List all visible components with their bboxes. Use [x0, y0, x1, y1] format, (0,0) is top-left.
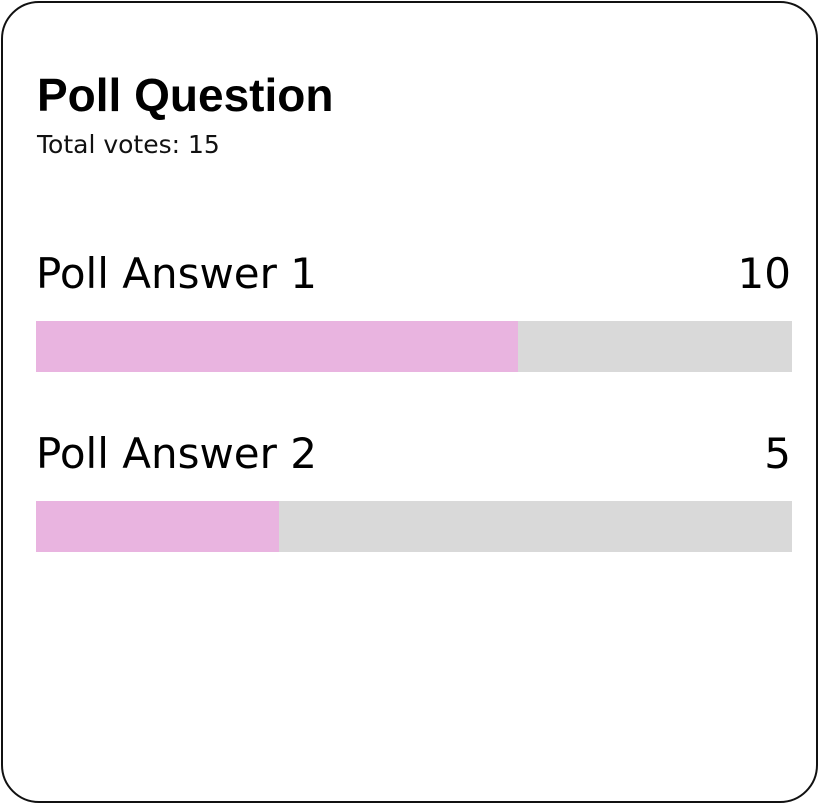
poll-answer-label[interactable]: Poll Answer 1 — [36, 249, 317, 298]
poll-answer-bar-fill — [36, 501, 279, 552]
total-votes-text: Total votes: 15 — [37, 130, 220, 159]
poll-answer-bar-track[interactable] — [36, 321, 792, 372]
poll-answer-vote-count: 10 — [737, 249, 791, 298]
poll-answer-bar-track[interactable] — [36, 501, 792, 552]
poll-answer-label[interactable]: Poll Answer 2 — [36, 429, 317, 478]
poll-answer-bar-fill — [36, 321, 519, 372]
poll-question-title: Poll Question — [37, 69, 334, 121]
poll-answer-vote-count: 5 — [764, 429, 791, 478]
